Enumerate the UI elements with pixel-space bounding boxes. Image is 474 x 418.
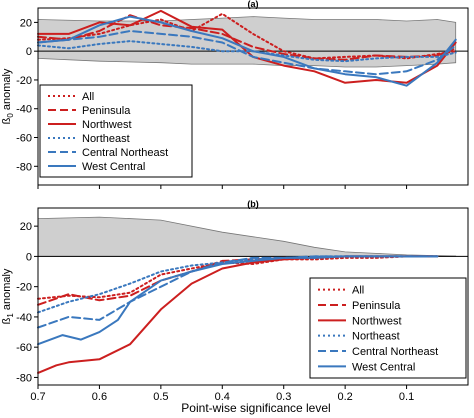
y-tick-label: 0 (26, 251, 32, 263)
legend-label: All (82, 91, 94, 103)
y-tick-label: -40 (16, 104, 32, 116)
y-axis-title: ß1 anomaly (1, 268, 15, 324)
series-line-west-central (37, 15, 457, 87)
y-tick-label: -20 (16, 282, 32, 294)
series-line-peninsula (37, 14, 457, 61)
panel-b: (b) 20 0 -20 -40 -60 -80 ß1 anomaly 0.7 0.6 0.5 0.4… (1, 199, 469, 403)
legend-label: Northeast (82, 133, 130, 145)
y-tick-label: -20 (16, 75, 32, 87)
x-tick-label: 0.1 (399, 391, 414, 403)
legend-label: All (352, 285, 364, 297)
y-tick-label: 0 (26, 46, 32, 58)
legend: All Peninsula Northwest Northeast Central No… (39, 84, 193, 178)
series-line-central-northeast (37, 30, 457, 76)
y-axis-title: ß0 anomaly (1, 68, 15, 124)
x-axis-title: Point-wise significance level (181, 401, 330, 415)
confidence-envelope (37, 16, 457, 68)
series-line-west-central (37, 255, 439, 346)
plot-frame (37, 7, 469, 186)
y-tick-label: 20 (20, 221, 32, 233)
legend-label: Northeast (352, 331, 400, 343)
legend-label: West Central (82, 161, 145, 173)
x-tick-label: 0.6 (92, 391, 107, 403)
y-tick-label: -80 (16, 372, 32, 384)
legend-label: West Central (352, 361, 415, 373)
confidence-envelope (37, 216, 457, 257)
legend-label: Northwest (352, 315, 402, 327)
legend-box (309, 277, 467, 379)
legend: All Peninsula Northwest Northeast Central No… (309, 277, 467, 379)
y-tick-label: -40 (16, 312, 32, 324)
y-tick-label: 20 (20, 17, 32, 29)
y-tick-label: -60 (16, 133, 32, 145)
legend-label: Peninsula (82, 105, 131, 117)
x-tick-label: 0.7 (30, 391, 45, 403)
plot-frame (37, 207, 469, 386)
y-tick-label: -60 (16, 342, 32, 354)
panel-title: (b) (247, 199, 259, 209)
panel-title: (a) (248, 0, 259, 9)
panel-a: (a) 20 0 -20 -40 -60 -80 ß0 anomaly All Peninsula… (1, 0, 469, 189)
x-tick-label: 0.4 (215, 391, 230, 403)
legend-label: Central Northeast (352, 346, 438, 358)
x-tick-label: 0.2 (337, 391, 352, 403)
x-tick-label: 0.5 (153, 391, 168, 403)
legend-label: Central Northeast (82, 147, 168, 159)
x-tick-label: 0.3 (276, 391, 291, 403)
series-line-all (37, 12, 457, 60)
legend-label: Northwest (82, 119, 132, 131)
legend-label: Peninsula (352, 300, 401, 312)
y-tick-label: -80 (16, 161, 32, 173)
legend-box (39, 84, 193, 178)
